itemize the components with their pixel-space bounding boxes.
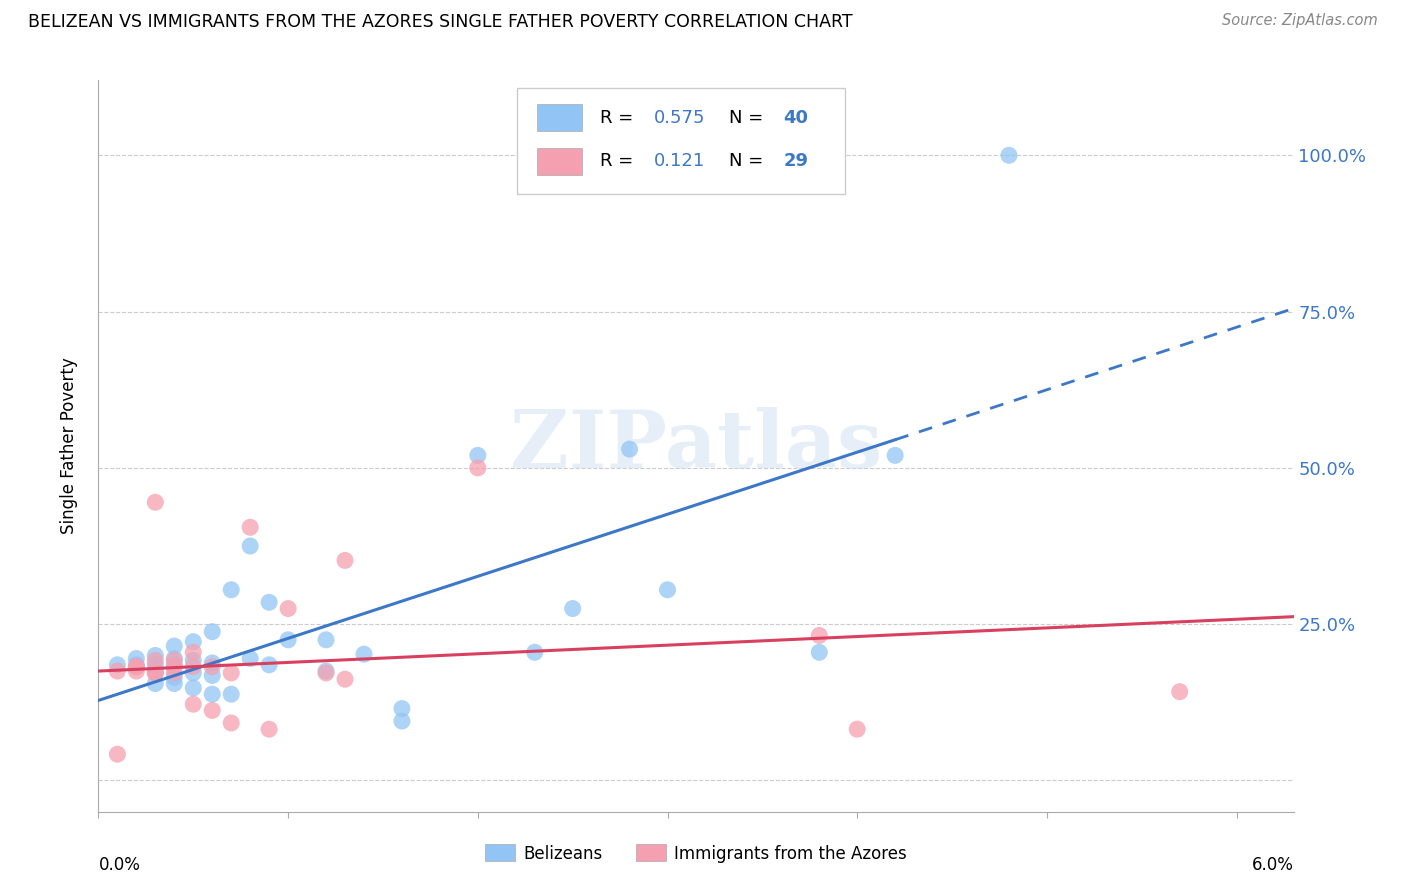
Point (201, 624, 224, 639)
Text: N =: N = (730, 109, 769, 127)
Point (201, 659, 224, 673)
Point (125, 659, 148, 673)
Point (467, 461, 489, 475)
Point (219, 715, 242, 730)
Point (105, 747, 128, 762)
Point (181, 697, 204, 711)
Point (333, 672, 356, 686)
Point (315, 632, 337, 647)
Point (163, 657, 186, 672)
Legend: Belizeans, Immigrants from the Azores: Belizeans, Immigrants from the Azores (478, 838, 914, 869)
Point (181, 681, 204, 695)
Text: 6.0%: 6.0% (1251, 855, 1294, 873)
Point (219, 582, 242, 597)
Point (257, 657, 280, 672)
Point (181, 645, 204, 659)
Point (219, 665, 242, 680)
Point (143, 657, 166, 672)
Point (125, 651, 148, 665)
Point (219, 687, 242, 701)
Point (619, 442, 641, 457)
Point (201, 656, 224, 670)
Point (353, 647, 375, 661)
Text: 0.121: 0.121 (654, 153, 706, 170)
Point (846, 722, 869, 736)
Point (561, 601, 583, 615)
Point (143, 665, 166, 680)
Point (315, 665, 337, 680)
Point (143, 664, 166, 678)
Text: 29: 29 (783, 153, 808, 170)
Point (163, 639, 186, 653)
Text: R =: R = (600, 153, 645, 170)
Point (143, 648, 166, 663)
Point (125, 659, 148, 673)
Point (808, 628, 831, 642)
Point (125, 657, 148, 672)
Text: ZIPatlas: ZIPatlas (510, 407, 882, 485)
Point (467, 449, 489, 463)
FancyBboxPatch shape (537, 147, 582, 176)
Point (143, 676, 166, 690)
Point (163, 676, 186, 690)
FancyBboxPatch shape (517, 87, 845, 194)
Point (201, 687, 224, 701)
Point (808, 645, 831, 659)
Point (257, 595, 280, 609)
Point (143, 495, 166, 509)
Text: R =: R = (600, 109, 640, 127)
Point (391, 701, 413, 715)
Point (657, 582, 679, 597)
Point (163, 665, 186, 680)
Point (105, 657, 128, 672)
Text: 0.575: 0.575 (654, 109, 706, 127)
Point (143, 653, 166, 667)
Point (239, 651, 262, 665)
Point (181, 665, 204, 680)
Text: N =: N = (730, 153, 769, 170)
Point (181, 653, 204, 667)
Point (998, 148, 1021, 162)
Y-axis label: Single Father Poverty: Single Father Poverty (59, 358, 77, 534)
Point (239, 520, 262, 534)
Point (181, 659, 204, 673)
Point (125, 664, 148, 678)
Point (333, 553, 356, 567)
FancyBboxPatch shape (537, 103, 582, 131)
Point (391, 714, 413, 728)
Point (163, 670, 186, 684)
Point (163, 651, 186, 665)
Point (181, 634, 204, 648)
Point (163, 659, 186, 673)
Point (257, 722, 280, 736)
Point (884, 449, 907, 463)
Text: 0.0%: 0.0% (98, 855, 141, 873)
Text: Source: ZipAtlas.com: Source: ZipAtlas.com (1222, 13, 1378, 29)
Point (239, 539, 262, 553)
Point (201, 703, 224, 717)
Point (523, 645, 546, 659)
Point (163, 653, 186, 667)
Point (105, 664, 128, 678)
Point (201, 668, 224, 682)
Text: BELIZEAN VS IMMIGRANTS FROM THE AZORES SINGLE FATHER POVERTY CORRELATION CHART: BELIZEAN VS IMMIGRANTS FROM THE AZORES S… (28, 13, 853, 31)
Point (143, 665, 166, 680)
Point (315, 664, 337, 678)
Point (277, 601, 299, 615)
Point (277, 632, 299, 647)
Text: 40: 40 (783, 109, 808, 127)
Point (1168, 684, 1191, 698)
